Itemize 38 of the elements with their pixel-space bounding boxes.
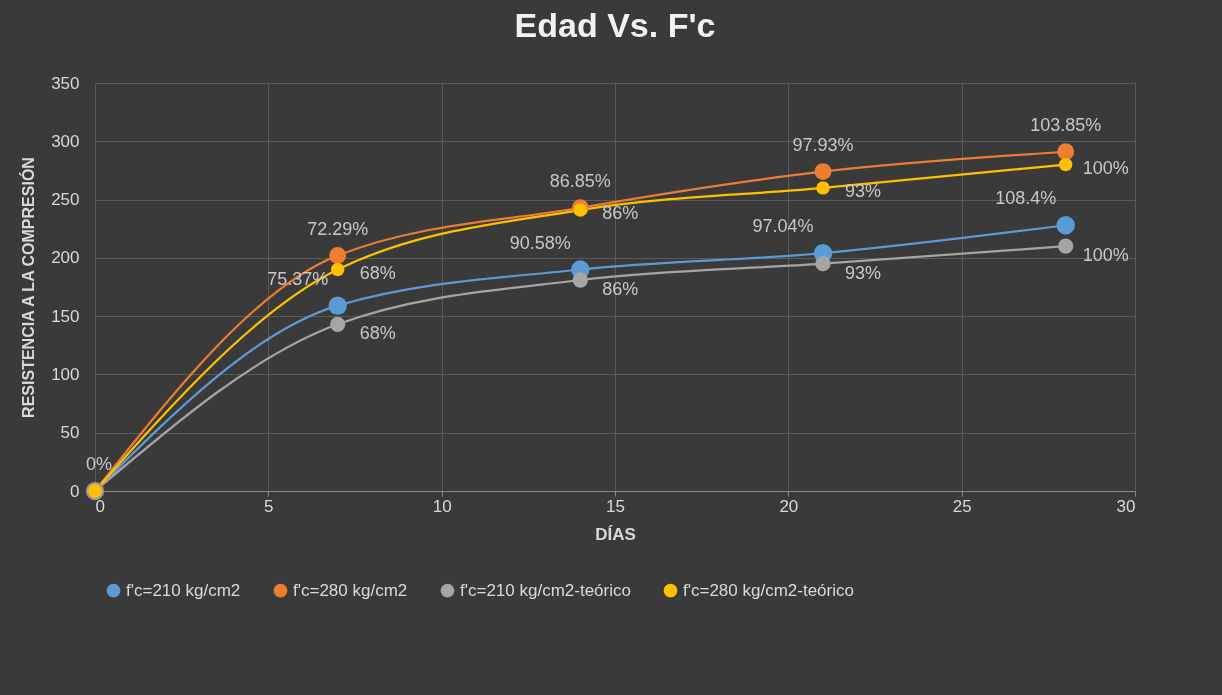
- annotation: 93%: [844, 262, 882, 283]
- annotation: 103.85%: [1030, 114, 1102, 135]
- y-tick-label: 250: [51, 190, 80, 210]
- legend-label: f'c=280 kg/cm2: [293, 580, 408, 600]
- x-tick-label: 25: [952, 496, 972, 516]
- x-tick-label: 5: [264, 496, 274, 516]
- annotation: 68%: [359, 323, 396, 344]
- x-tick-label: 0: [95, 496, 105, 516]
- y-tick-label: 0: [70, 481, 80, 501]
- y-axis-title: RESISTENCIA A LA COMPRESIÓN: [19, 157, 38, 418]
- annotation: 97.93%: [792, 134, 854, 155]
- x-tick-label: 15: [606, 496, 625, 516]
- annotation: 72.29%: [307, 218, 369, 239]
- y-tick-label: 350: [51, 73, 80, 93]
- y-tick-label: 100: [51, 364, 80, 384]
- y-tick-label: 200: [51, 248, 80, 268]
- annotation: 97.04%: [752, 216, 814, 237]
- annotation: 68%: [359, 262, 396, 283]
- annotation: 90.58%: [509, 232, 571, 253]
- annotation: 93%: [844, 180, 882, 201]
- annotation: 100%: [1082, 157, 1129, 178]
- x-tick-label: 20: [779, 496, 799, 516]
- annotation: 0%: [85, 454, 113, 474]
- x-tick-label: 10: [432, 496, 452, 516]
- y-tick-label: 50: [60, 423, 80, 443]
- legend-label: f'c=280 kg/cm2-teórico: [683, 580, 854, 600]
- annotation: 86%: [602, 279, 639, 300]
- chart-title: Edad Vs. F'c: [514, 6, 716, 44]
- legend-label: f'c=210 kg/cm2-teórico: [460, 580, 631, 600]
- y-tick-label: 150: [51, 306, 80, 326]
- annotation: 86.85%: [549, 170, 611, 191]
- annotation: 86%: [602, 203, 639, 224]
- annotation: 100%: [1082, 245, 1129, 266]
- y-tick-label: 300: [51, 131, 80, 151]
- x-tick-label: 30: [1116, 496, 1136, 516]
- legend-label: f'c=210 kg/cm2: [126, 580, 241, 600]
- annotation: 108.4%: [995, 188, 1057, 209]
- x-axis-title: DÍAS: [595, 524, 636, 544]
